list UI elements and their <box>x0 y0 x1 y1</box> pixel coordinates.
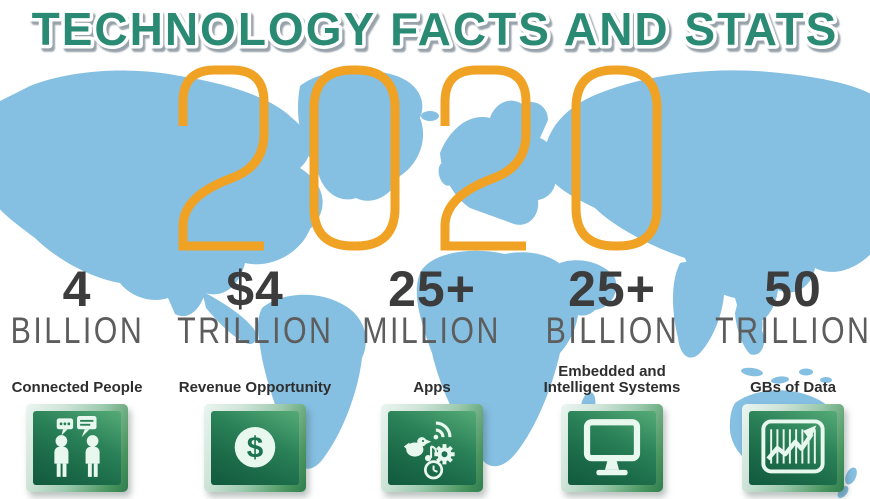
icon-tile <box>381 404 483 492</box>
connected-people-icon <box>54 416 100 477</box>
stat-unit: TRILLION <box>714 310 870 351</box>
year-digit <box>571 65 662 251</box>
icon-tile <box>742 404 844 492</box>
icon-tile <box>561 404 663 492</box>
headline: TECHNOLOGY FACTS AND STATS <box>28 0 840 59</box>
stat-label: GBs of Data <box>750 379 836 396</box>
page-title: TECHNOLOGY FACTS AND STATS <box>32 3 839 55</box>
stat-value: 50 <box>764 261 822 317</box>
stat-value: 4 <box>62 261 92 317</box>
stat-apps: 25+ MILLION Apps <box>342 261 522 492</box>
year-2020 <box>178 65 662 251</box>
stat-revenue-opportunity: $4 TRILLION Revenue Opportunity $ <box>165 261 345 492</box>
stat-label: Connected People <box>11 379 143 396</box>
stat-label: Embedded and Intelligent Systems <box>543 363 681 396</box>
stat-value: $4 <box>226 261 284 317</box>
dollar-icon: $ <box>234 426 276 468</box>
chart-growth-icon <box>761 419 825 474</box>
apps-icon <box>403 421 455 480</box>
monitor-icon <box>583 419 641 476</box>
dollar-glyph: $ <box>247 431 264 464</box>
year-digit <box>440 65 531 251</box>
icon-tile: $ <box>204 404 306 492</box>
stat-unit: BILLION <box>545 310 679 351</box>
stat-value: 25+ <box>388 261 476 317</box>
stat-unit: MILLION <box>362 310 502 351</box>
stat-connected-people: 4 BILLION Connected People <box>0 261 167 492</box>
stats-row: 4 BILLION Connected People <box>0 261 870 499</box>
stat-label: Apps <box>413 379 451 396</box>
icon-tile <box>26 404 128 492</box>
stat-value: 25+ <box>568 261 656 317</box>
stat-gbs-of-data: 50 TRILLION GBs of Data <box>703 261 870 492</box>
stat-unit: TRILLION <box>176 310 334 351</box>
stat-embedded-systems: 25+ BILLION Embedded and Intelligent Sys… <box>522 261 702 492</box>
stat-unit: BILLION <box>10 310 144 351</box>
year-digit <box>309 65 400 251</box>
stat-label: Revenue Opportunity <box>178 379 332 396</box>
year-digit <box>178 65 269 251</box>
